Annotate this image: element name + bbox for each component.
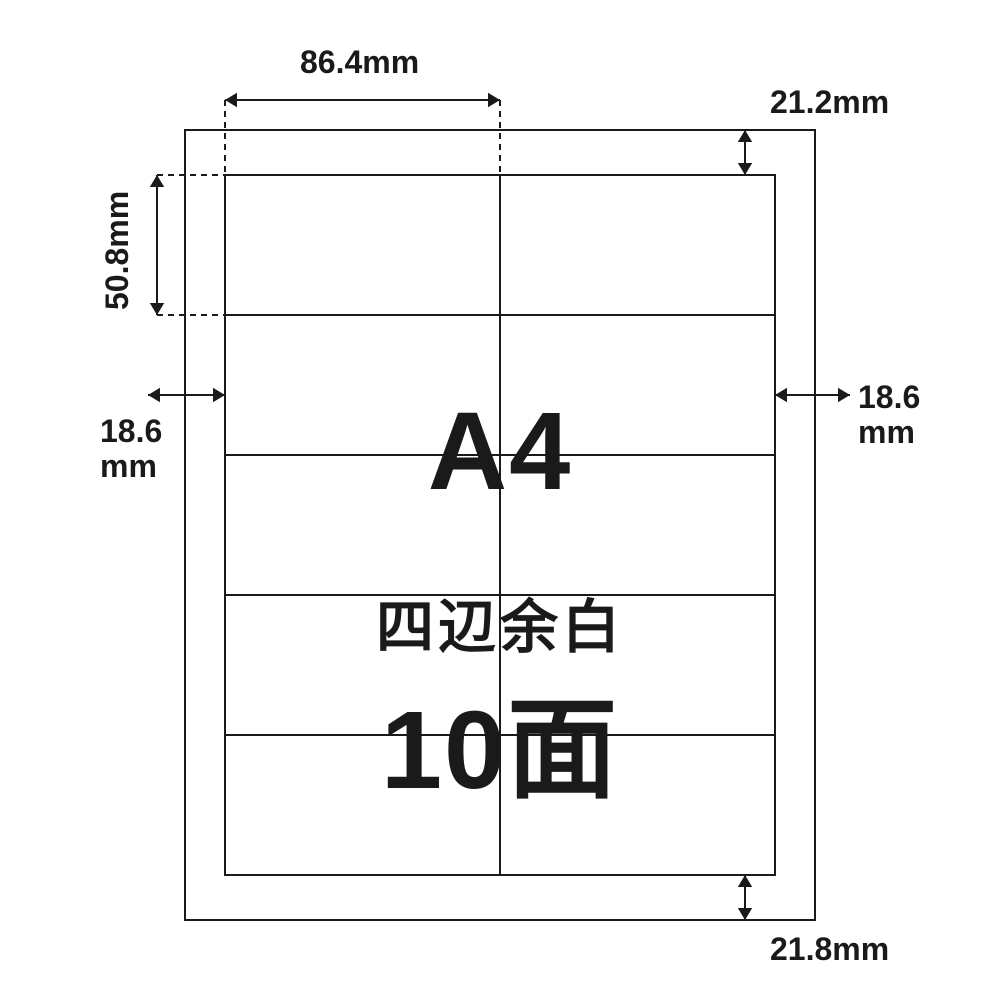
label-cell-height: 50.8mm: [100, 191, 135, 310]
center-margin-text: 四辺余白: [376, 580, 624, 664]
center-faces: 10面: [381, 660, 619, 820]
center-size: A4: [428, 388, 573, 515]
label-cell-width: 86.4mm: [300, 45, 419, 80]
label-bottom-margin: 21.8mm: [770, 932, 889, 967]
label-left-margin: 18.6 mm: [100, 414, 162, 484]
label-top-margin: 21.2mm: [770, 85, 889, 120]
label-right-margin: 18.6 mm: [858, 380, 920, 450]
